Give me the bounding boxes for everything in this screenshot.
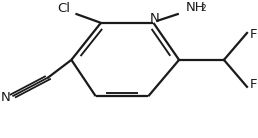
Text: N: N (1, 91, 11, 104)
Text: NH: NH (186, 1, 205, 14)
Text: F: F (250, 28, 257, 41)
Text: N: N (150, 12, 160, 25)
Text: 2: 2 (200, 4, 206, 13)
Text: Cl: Cl (57, 2, 70, 15)
Text: F: F (250, 78, 257, 91)
